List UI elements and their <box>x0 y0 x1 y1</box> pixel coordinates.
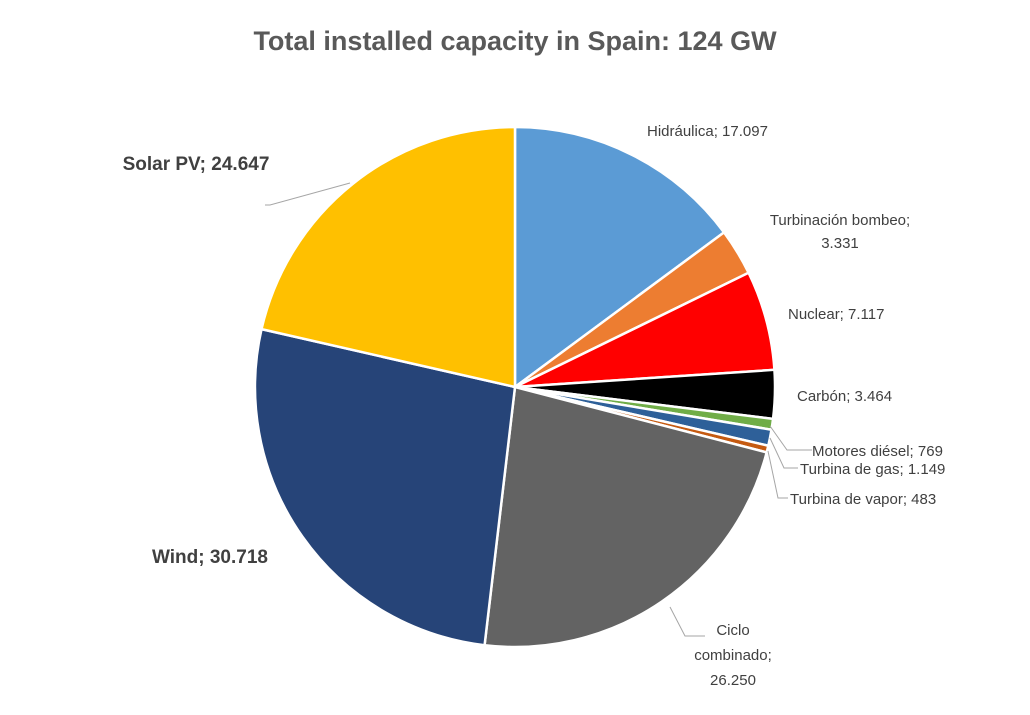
data-label-motores-diesel: Motores diésel; 769 <box>812 443 943 460</box>
data-label-ciclo-combinado: Ciclo combinado; 26.250 <box>694 622 772 689</box>
slice-ciclo-combinado <box>483 385 769 649</box>
leader-line-motores-diesel <box>769 425 812 451</box>
data-label-hidraulica: Hidráulica; 17.097 <box>647 123 768 140</box>
data-label-carbon: Carbón; 3.464 <box>797 388 892 405</box>
slice-wind <box>253 327 517 647</box>
leader-line-ciclo-combinado <box>669 606 705 637</box>
leader-lines <box>265 182 812 637</box>
pie-slices <box>253 125 777 649</box>
slice-solar-pv <box>260 125 517 389</box>
slice-hidraulica <box>513 125 726 390</box>
data-labels: Hidráulica; 17.097 Turbinación bombeo; 3.3… <box>123 123 946 689</box>
data-label-turbina-de-gas: Turbina de gas; 1.149 <box>800 461 945 478</box>
leader-line-solar-pv <box>265 182 351 206</box>
data-label-nuclear: Nuclear; 7.117 <box>788 306 884 323</box>
data-label-turbinacion-bombeo: Turbinación bombeo; 3.331 <box>770 212 910 252</box>
data-label-solar-pv: Solar PV; 24.647 <box>123 154 270 175</box>
leader-line-turbina-de-vapor <box>767 450 788 499</box>
data-label-turbina-de-vapor: Turbina de vapor; 483 <box>790 491 936 508</box>
leader-line-turbina-de-gas <box>769 437 798 469</box>
chart-title: Total installed capacity in Spain: 124 G… <box>253 26 777 56</box>
data-label-wind: Wind; 30.718 <box>152 547 268 568</box>
